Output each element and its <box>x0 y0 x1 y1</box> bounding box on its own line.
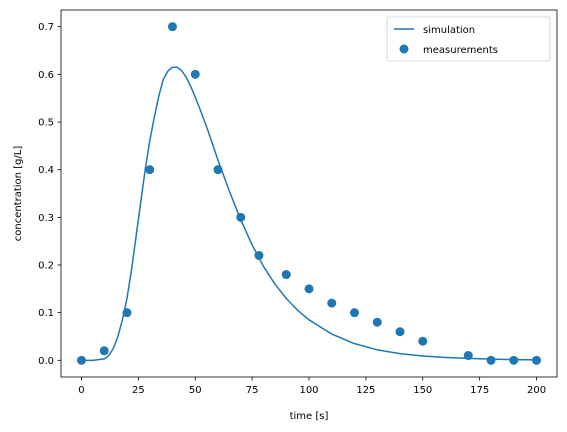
legend-box <box>386 16 551 62</box>
x-axis-ticks: 0 25 50 75 100 125 150 175 200 <box>78 377 546 396</box>
measurement-point <box>122 308 132 318</box>
measurement-point <box>509 355 519 365</box>
measurement-point <box>254 250 264 260</box>
legend-label-simulation: simulation <box>423 25 475 36</box>
x-tick-label: 0 <box>78 385 84 396</box>
legend-marker-swatch <box>399 44 409 54</box>
y-tick-label: 0.3 <box>38 213 54 224</box>
y-tick-label: 0.5 <box>38 118 54 129</box>
measurement-point <box>76 355 86 365</box>
x-tick-label: 150 <box>413 385 432 396</box>
x-tick-label: 175 <box>470 385 489 396</box>
measurement-point <box>327 298 337 308</box>
y-tick-label: 0.7 <box>38 22 54 33</box>
measurement-point <box>486 355 496 365</box>
measurement-point <box>236 212 246 222</box>
legend-label-measurements: measurements <box>423 45 498 56</box>
y-tick-label: 0.6 <box>38 70 54 81</box>
measurement-point <box>350 308 360 318</box>
x-tick-label: 125 <box>356 385 375 396</box>
axes-frame <box>60 9 558 378</box>
measurement-point <box>167 22 177 32</box>
x-tick-label: 75 <box>246 385 259 396</box>
measurement-point <box>372 317 382 327</box>
y-axis-ticks: 0.0 0.1 0.2 0.3 0.4 0.5 0.6 0.7 <box>38 22 61 367</box>
y-tick-label: 0.2 <box>38 260 54 271</box>
measurement-point <box>304 284 314 294</box>
measurement-point <box>190 69 200 79</box>
y-tick-label: 0.4 <box>38 165 54 176</box>
series-layer <box>76 22 542 365</box>
measurement-point <box>395 327 405 337</box>
measurement-point <box>213 165 223 175</box>
x-tick-label: 25 <box>132 385 145 396</box>
measurement-point <box>532 355 542 365</box>
measurement-point <box>145 165 155 175</box>
legend: simulation measurements <box>386 16 551 62</box>
plot-area <box>60 9 558 378</box>
y-tick-label: 0.0 <box>38 356 54 367</box>
measurement-point <box>99 346 109 356</box>
measurement-point <box>281 270 291 280</box>
x-axis-label: time [s] <box>290 411 329 422</box>
x-tick-label: 100 <box>299 385 318 396</box>
x-tick-label: 200 <box>527 385 546 396</box>
y-axis-label: concentration [g/L] <box>13 146 24 242</box>
measurement-point <box>418 336 428 346</box>
y-tick-label: 0.1 <box>38 308 54 319</box>
measurement-point <box>463 351 473 361</box>
x-tick-label: 50 <box>189 385 202 396</box>
simulation-line <box>81 66 537 362</box>
